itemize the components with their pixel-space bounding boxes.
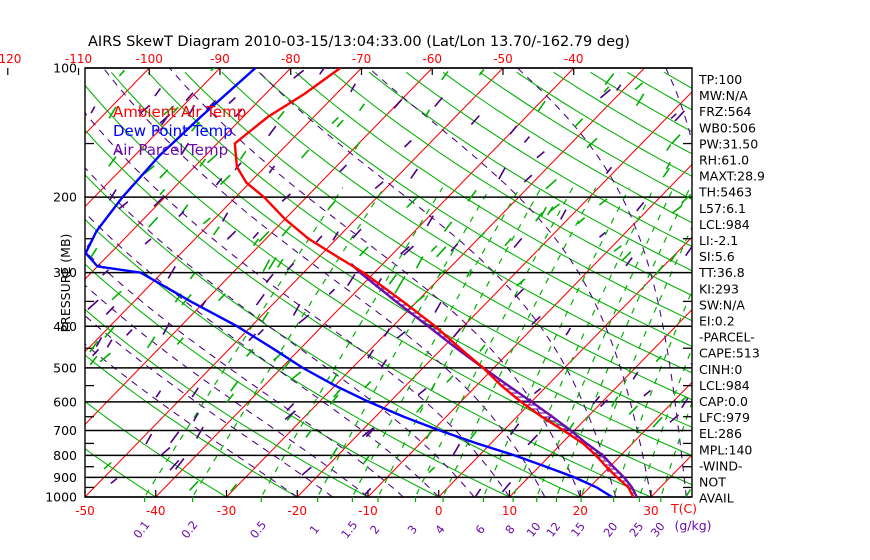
- stat-line-10: LI:-2.1: [699, 233, 738, 248]
- top-temp-tick--50: -50: [493, 52, 513, 66]
- stat-line-15: EI:0.2: [699, 314, 735, 329]
- top-temp-tick--60: -60: [422, 52, 442, 66]
- stat-line-19: LCL:984: [699, 378, 750, 393]
- pressure-tick-labels: 100 200 300 400 500 600 700 800 900 1000: [45, 61, 77, 505]
- isobar-lines: [85, 67, 692, 498]
- top-temp-tick--40: -40: [564, 52, 584, 66]
- pressure-tick-500: 500: [53, 360, 77, 375]
- bottom-temp-tick--30: -30: [217, 504, 237, 518]
- top-temp-tick--100: -100: [136, 52, 163, 66]
- pressure-axis-label: PRESSURE (MB): [58, 234, 73, 333]
- mixing-ratio-axis-label: (g/kg): [674, 518, 711, 533]
- grid-layer: [85, 68, 692, 497]
- sounding-curves: [85, 68, 638, 497]
- pressure-tick-400: 400: [53, 319, 77, 334]
- bottom-temp-tick-10: 10: [502, 504, 517, 518]
- stat-line-9: LCL:984: [699, 217, 750, 232]
- stat-line-7: TH:5463: [698, 185, 752, 200]
- top-temp-tick--110: -110: [65, 52, 92, 66]
- stat-line-22: EL:286: [699, 426, 742, 441]
- temperature-axis-label: T(C): [670, 501, 697, 516]
- bottom-temp-tick--50: -50: [75, 504, 95, 518]
- stat-line-8: L57:6.1: [699, 201, 746, 216]
- bottom-temp-tick-30: 30: [643, 504, 658, 518]
- pressure-tick-700: 700: [53, 423, 77, 438]
- parcel-curve: [350, 262, 638, 497]
- pressure-tick-600: 600: [53, 394, 77, 409]
- stat-line-0: TP:100: [698, 72, 742, 87]
- legend-dew-point-temp: Dew Point Temp: [113, 122, 233, 140]
- stat-line-1: MW:N/A: [699, 88, 748, 103]
- top-temperature-ticks: -120 -110 -100 -90 -80 -70 -60 -50 -40: [0, 52, 584, 75]
- wind-barb-layer: [86, 68, 692, 497]
- stat-line-4: PW:31.50: [699, 136, 758, 151]
- stat-line-5: RH:61.0: [699, 153, 749, 168]
- stat-line-12: TT:36.8: [698, 265, 745, 280]
- pressure-tickmarks: [85, 142, 692, 489]
- bottom-temp-tick--40: -40: [146, 504, 166, 518]
- pressure-tick-1000: 1000: [45, 490, 77, 505]
- pressure-tick-300: 300: [53, 265, 77, 280]
- top-temp-tick--120: -120: [0, 52, 21, 66]
- stat-line-6: MAXT:28.9: [699, 169, 765, 184]
- stat-line-18: CINH:0: [699, 362, 742, 377]
- dewpoint-curve: [85, 68, 613, 497]
- stat-line-11: SI:5.6: [699, 249, 735, 264]
- stat-line-26: AVAIL: [699, 491, 734, 506]
- pressure-tick-800: 800: [53, 448, 77, 463]
- bottom-temp-tick--10: -10: [358, 504, 378, 518]
- stat-line-3: WB0:506: [699, 120, 756, 135]
- stat-line-16: -PARCEL-: [699, 330, 755, 345]
- stat-line-13: KI:293: [699, 281, 739, 296]
- pressure-tick-100: 100: [53, 61, 77, 76]
- pressure-tick-900: 900: [53, 470, 77, 485]
- top-temp-tick--70: -70: [352, 52, 372, 66]
- bottom-temp-tick-0: 0: [435, 504, 443, 518]
- stat-line-20: CAP:0.0: [699, 394, 748, 409]
- ambient-curve: [233, 68, 635, 497]
- stat-line-23: MPL:140: [699, 442, 752, 457]
- pressure-tick-200: 200: [53, 190, 77, 205]
- legend-ambient-air-temp: Ambient Air Temp: [113, 103, 246, 121]
- top-temp-tick--80: -80: [281, 52, 301, 66]
- legend: Ambient Air Temp Dew Point Temp Air Parc…: [113, 103, 246, 159]
- stat-line-25: NOT: [699, 475, 726, 490]
- stat-line-24: -WIND-: [699, 458, 743, 473]
- stat-line-14: SW:N/A: [699, 297, 745, 312]
- chart-title: AIRS SkewT Diagram 2010-03-15/13:04:33.0…: [88, 34, 630, 50]
- stat-line-2: FRZ:564: [699, 104, 752, 119]
- bottom-temp-tick--20: -20: [287, 504, 307, 518]
- stat-line-17: CAPE:513: [699, 346, 760, 361]
- stat-line-21: LFC:979: [699, 410, 750, 425]
- bottom-temperature-ticks: -50 -40 -30 -20 -10 0 10 20 30: [75, 490, 659, 518]
- legend-air-parcel-temp: Air Parcel Temp: [113, 141, 228, 159]
- bottom-temp-tick-20: 20: [573, 504, 588, 518]
- top-temp-tick--90: -90: [210, 52, 230, 66]
